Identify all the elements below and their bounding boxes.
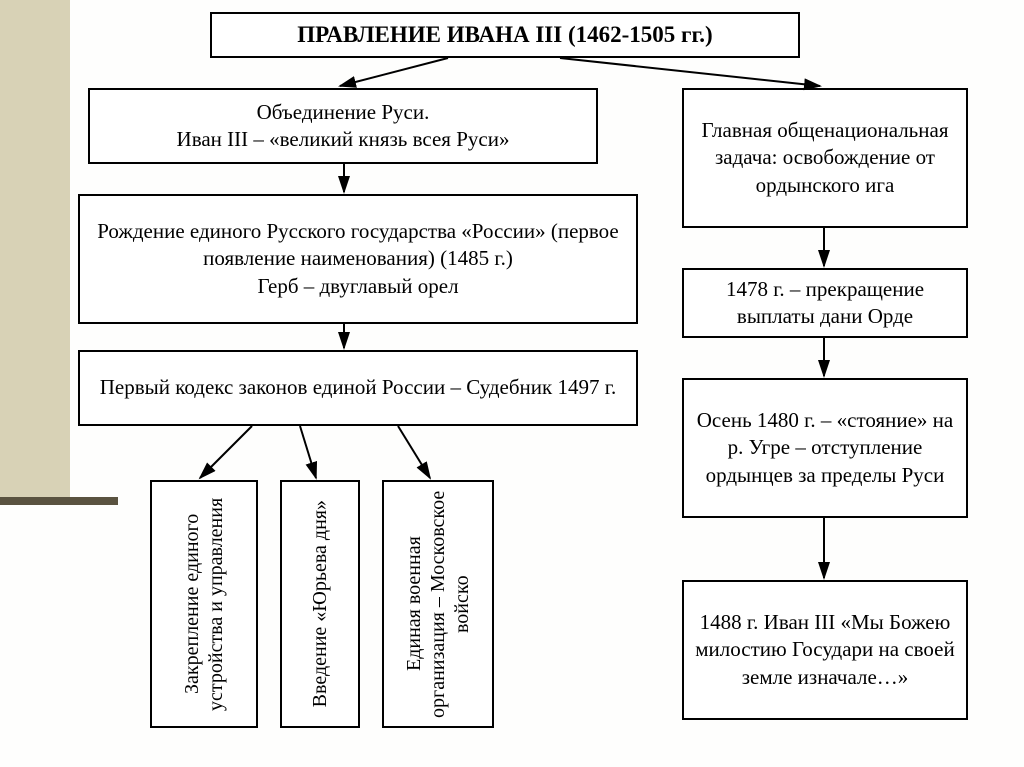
year-1478-box: 1478 г. – прекращение выплаты дани Орде: [682, 268, 968, 338]
y1480-text: Осень 1480 г. – «стояние» на р. Угре – о…: [694, 407, 956, 489]
horizontal-separator: [0, 497, 118, 505]
task-text: Главная общенациональная задача: освобож…: [694, 117, 956, 199]
sub-box-governance: Закрепление единого устройства и управле…: [150, 480, 258, 728]
title-box: ПРАВЛЕНИЕ ИВАНА III (1462-1505 гг.): [210, 12, 800, 58]
sub-c-text: Единая военная организация – Московское …: [402, 488, 474, 720]
year-1480-box: Осень 1480 г. – «стояние» на р. Угре – о…: [682, 378, 968, 518]
y1488-text: 1488 г. Иван III «Мы Божею милостию Госу…: [694, 609, 956, 691]
sudebnik-text: Первый кодекс законов единой России – Су…: [100, 374, 616, 401]
year-1488-box: 1488 г. Иван III «Мы Божею милостию Госу…: [682, 580, 968, 720]
y1478-text: 1478 г. – прекращение выплаты дани Орде: [694, 276, 956, 331]
diagram-canvas: ПРАВЛЕНИЕ ИВАНА III (1462-1505 гг.) Объе…: [0, 0, 1024, 767]
birth-state-text: Рождение единого Русского государства «Р…: [90, 218, 626, 300]
national-task-box: Главная общенациональная задача: освобож…: [682, 88, 968, 228]
birth-state-box: Рождение единого Русского государства «Р…: [78, 194, 638, 324]
unification-text: Объединение Руси.Иван III – «великий кня…: [177, 99, 510, 154]
sub-box-army: Единая военная организация – Московское …: [382, 480, 494, 728]
sub-a-text: Закрепление единого устройства и управле…: [180, 488, 228, 720]
sub-b-text: Введение «Юрьева дня»: [308, 500, 332, 707]
sudebnik-box: Первый кодекс законов единой России – Су…: [78, 350, 638, 426]
unification-box: Объединение Руси.Иван III – «великий кня…: [88, 88, 598, 164]
title-text: ПРАВЛЕНИЕ ИВАНА III (1462-1505 гг.): [297, 22, 712, 48]
left-decorative-band: [0, 0, 70, 497]
sub-box-yuriev: Введение «Юрьева дня»: [280, 480, 360, 728]
